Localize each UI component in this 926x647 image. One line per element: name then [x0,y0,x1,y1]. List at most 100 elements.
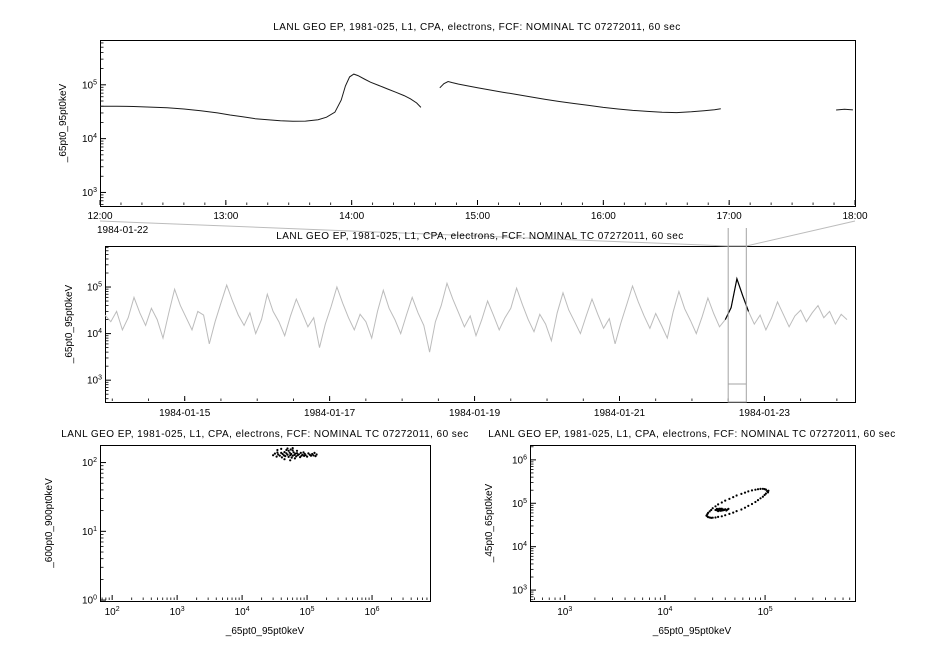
scatter-point [315,453,318,456]
scatter-point [711,516,714,519]
plot-area-scatter-45-65[interactable] [530,445,856,602]
scatter-point [276,451,279,454]
scatter-point [735,494,738,497]
plot-area-detail-timeseries[interactable] [100,40,856,207]
tick-label: 104 [82,133,97,145]
scatter-point [290,456,293,459]
tick-label: 105 [758,606,773,618]
scatter-point [281,452,284,456]
scatter-point [750,502,754,506]
scatter-point [304,454,307,457]
tick-label: 103 [82,187,97,199]
scatter-point [302,451,305,454]
tick-label: 104 [657,606,672,618]
scatter-point [754,488,757,491]
scatter-point [314,455,317,458]
scatter-point [732,496,735,499]
tick-label: 105 [87,282,102,294]
scatter-point [276,448,279,452]
tick-label: 1984-01-15 [159,408,211,419]
scatter-point [306,455,309,458]
tick-label: 103 [512,585,527,597]
scatter-point [294,452,297,455]
scatter-point [740,508,743,511]
scatter-point [727,507,730,510]
tick-label: 14:00 [339,211,364,222]
tick-label: 13:00 [213,211,238,222]
tick-label: 103 [87,375,102,387]
scatter-point [764,492,768,495]
panel-scatter-45-65: 103 104 105 106 103 104 105 [512,445,856,618]
plot-area-context-timeseries[interactable] [105,246,856,403]
scatter-point [720,515,723,518]
tick-label: 105 [300,606,315,618]
scatter-point [289,448,292,451]
tick-label: 103 [170,606,185,618]
scatter-point [756,488,760,491]
panel1-context-date: 1984-01-22 [97,225,149,236]
scatter-point [272,454,275,457]
tick-label: 105 [82,79,97,91]
scatter-point [283,451,286,454]
scatter-point [717,503,720,506]
scatter-point [287,455,290,458]
scatter-point [763,488,766,491]
scatter-point [747,504,750,507]
tick-label: 16:00 [591,211,616,222]
scatter-point [710,508,713,512]
scatter-point [720,501,723,504]
scatter-point [293,457,296,460]
series-line [439,80,721,114]
panel1-title: LANL GEO EP, 1981-025, L1, CPA, electron… [273,22,680,33]
panel4-title: LANL GEO EP, 1981-025, L1, CPA, electron… [488,429,895,440]
scatter-point [283,458,286,461]
axis-titles: LANL GEO EP, 1981-025, L1, CPA, electron… [44,22,895,637]
scatter-point [289,459,292,462]
scatter-point [307,452,310,455]
panel3-title: LANL GEO EP, 1981-025, L1, CPA, electron… [61,429,468,440]
scatter-point [717,515,720,519]
tick-label: 1984-01-21 [594,408,646,419]
scatter-point [286,453,289,456]
scatter-point [291,449,294,452]
plot-area-scatter-600-900[interactable] [100,445,431,602]
scatter-point [756,499,760,502]
tick-label: 106 [365,606,380,618]
tick-label: 100 [82,595,97,607]
scatter-point [708,510,711,513]
scatter-point [728,497,731,500]
panel-detail-timeseries: 103 104 105 12:00 13:00 14:00 15:00 16:00 17:00 1… [82,40,868,222]
context-zoom-box[interactable] [727,245,747,403]
scatter-point [312,454,315,457]
scatter-point [299,451,302,454]
scatter-point [309,454,313,457]
series-line-highlighted [724,276,750,320]
scatter-point [767,489,770,492]
scatter-point [763,493,766,497]
tick-label: 1984-01-23 [739,408,791,419]
tick-label: 15:00 [465,211,490,222]
scatter-point [286,447,289,450]
series-line [836,108,853,111]
tick-label: 1984-01-19 [449,408,501,419]
scatter-point [295,452,299,455]
scatter-point [735,510,738,513]
tick-label: 102 [82,457,97,469]
scatter-point [766,491,770,494]
scatter-point [714,516,717,519]
tick-label: 17:00 [717,211,742,222]
scatter-point [295,455,298,458]
scatter-point [740,492,743,495]
scatter-point [291,454,294,457]
tick-label: 102 [105,606,120,618]
scatter-point [278,454,281,457]
scatter-point [754,500,757,504]
zoom-connector-right [746,220,856,247]
scatter-point [759,497,762,500]
tick-label: 104 [512,541,527,553]
zoom-connector-left [99,220,729,247]
scatter-point [711,507,714,510]
scatter-point [761,487,765,490]
scatter-point [288,451,291,454]
panel1-ylabel: _65pt0_95pt0keV [58,83,69,163]
